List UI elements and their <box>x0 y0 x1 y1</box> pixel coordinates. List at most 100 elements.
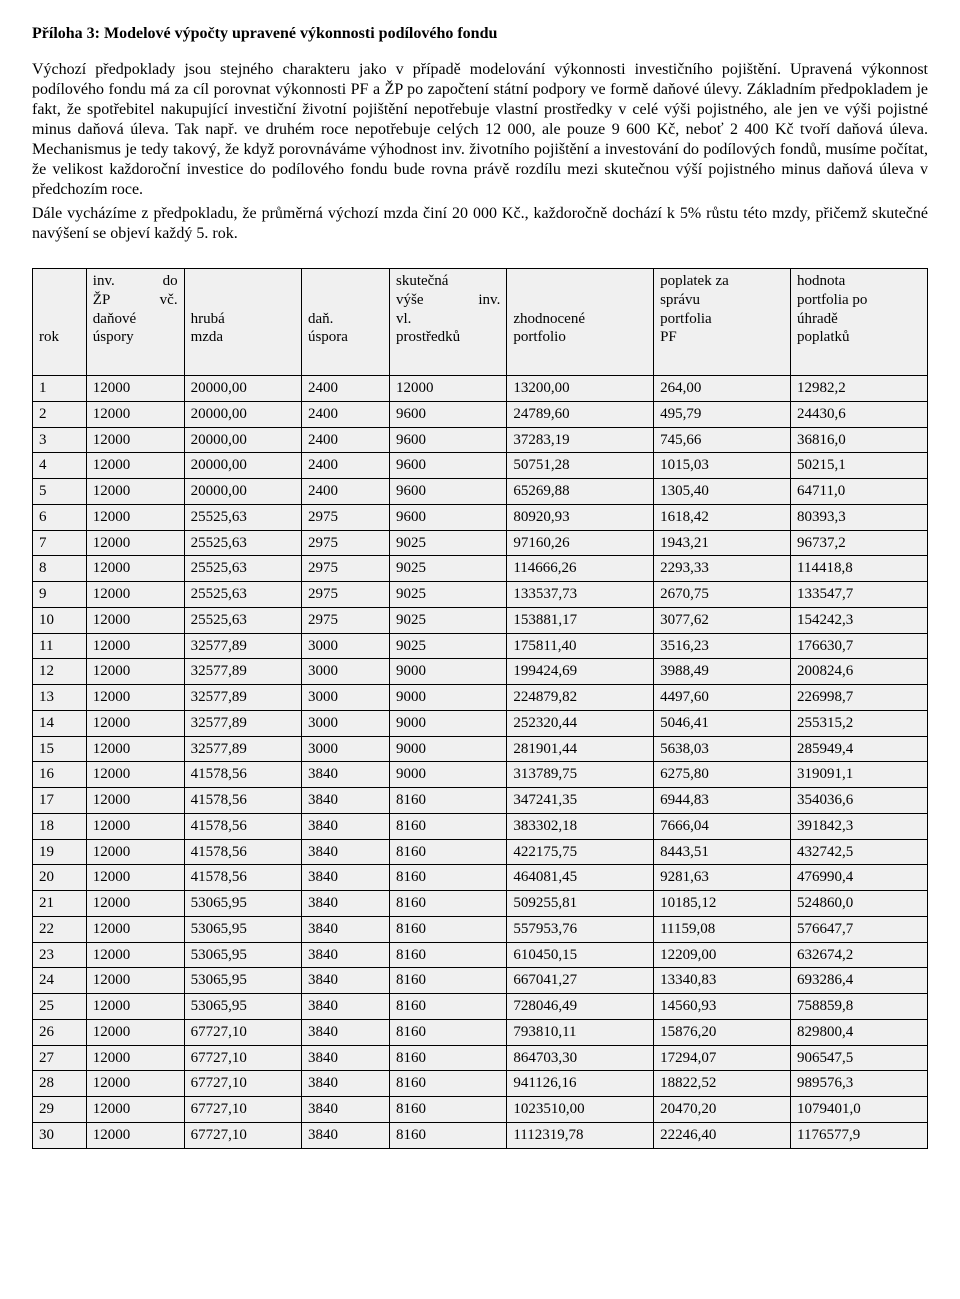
cell-mzda: 41578,56 <box>184 762 301 788</box>
cell-inv: 12000 <box>86 1122 184 1148</box>
cell-rok: 27 <box>33 1045 87 1071</box>
cell-rok: 23 <box>33 942 87 968</box>
cell-mzda: 25525,63 <box>184 556 301 582</box>
hdr-inv-2b: vč. <box>160 291 178 310</box>
cell-mzda: 67727,10 <box>184 1122 301 1148</box>
cell-rok: 29 <box>33 1097 87 1123</box>
cell-popl: 14560,93 <box>654 994 791 1020</box>
cell-rok: 1 <box>33 376 87 402</box>
hdr-hod-1: hodnota <box>797 272 921 291</box>
cell-mzda: 20000,00 <box>184 376 301 402</box>
cell-rok: 12 <box>33 659 87 685</box>
cell-uspora: 3840 <box>301 1019 389 1045</box>
cell-skut: 8160 <box>389 916 506 942</box>
cell-zhod: 114666,26 <box>507 556 654 582</box>
cell-skut: 8160 <box>389 1071 506 1097</box>
cell-hod: 354036,6 <box>791 788 928 814</box>
cell-popl: 1618,42 <box>654 504 791 530</box>
cell-skut: 9600 <box>389 401 506 427</box>
table-row: 131200032577,8930009000224879,824497,602… <box>33 685 928 711</box>
col-zhod: zhodnocené portfolio <box>507 269 654 376</box>
hdr-mzda-2: mzda <box>191 328 295 347</box>
table-row: 111200032577,8930009025175811,403516,231… <box>33 633 928 659</box>
cell-inv: 12000 <box>86 427 184 453</box>
cell-rok: 2 <box>33 401 87 427</box>
cell-popl: 1305,40 <box>654 479 791 505</box>
cell-skut: 9025 <box>389 633 506 659</box>
hdr-inv-2a: ŽP <box>93 291 111 310</box>
cell-uspora: 2400 <box>301 479 389 505</box>
cell-mzda: 20000,00 <box>184 427 301 453</box>
cell-mzda: 32577,89 <box>184 736 301 762</box>
cell-rok: 25 <box>33 994 87 1020</box>
cell-popl: 5046,41 <box>654 710 791 736</box>
cell-mzda: 25525,63 <box>184 530 301 556</box>
cell-inv: 12000 <box>86 376 184 402</box>
cell-skut: 9025 <box>389 556 506 582</box>
cell-skut: 9000 <box>389 736 506 762</box>
cell-mzda: 25525,63 <box>184 582 301 608</box>
cell-zhod: 97160,26 <box>507 530 654 556</box>
cell-mzda: 41578,56 <box>184 788 301 814</box>
cell-hod: 524860,0 <box>791 891 928 917</box>
cell-hod: 319091,1 <box>791 762 928 788</box>
cell-rok: 22 <box>33 916 87 942</box>
cell-popl: 2293,33 <box>654 556 791 582</box>
cell-mzda: 53065,95 <box>184 968 301 994</box>
table-row: 171200041578,5638408160347241,356944,833… <box>33 788 928 814</box>
cell-zhod: 65269,88 <box>507 479 654 505</box>
cell-zhod: 313789,75 <box>507 762 654 788</box>
cell-uspora: 3840 <box>301 788 389 814</box>
hdr-mzda-1: hrubá <box>191 310 295 329</box>
cell-popl: 6944,83 <box>654 788 791 814</box>
cell-skut: 8160 <box>389 968 506 994</box>
cell-mzda: 25525,63 <box>184 504 301 530</box>
cell-hod: 432742,5 <box>791 839 928 865</box>
table-row: 121200032577,8930009000199424,693988,492… <box>33 659 928 685</box>
hdr-skut-3: vl. <box>396 310 500 329</box>
cell-mzda: 53065,95 <box>184 891 301 917</box>
cell-zhod: 1112319,78 <box>507 1122 654 1148</box>
cell-rok: 20 <box>33 865 87 891</box>
cell-skut: 9000 <box>389 762 506 788</box>
cell-skut: 8160 <box>389 788 506 814</box>
cell-zhod: 153881,17 <box>507 607 654 633</box>
cell-zhod: 37283,19 <box>507 427 654 453</box>
cell-zhod: 728046,49 <box>507 994 654 1020</box>
col-uspora: daň. úspora <box>301 269 389 376</box>
cell-popl: 10185,12 <box>654 891 791 917</box>
cell-uspora: 2975 <box>301 504 389 530</box>
cell-uspora: 2975 <box>301 530 389 556</box>
table-row: 101200025525,6329759025153881,173077,621… <box>33 607 928 633</box>
paragraph-1: Výchozí předpoklady jsou stejného charak… <box>32 60 928 200</box>
cell-zhod: 509255,81 <box>507 891 654 917</box>
cell-uspora: 3000 <box>301 736 389 762</box>
table-row: 201200041578,5638408160464081,459281,634… <box>33 865 928 891</box>
cell-uspora: 3840 <box>301 891 389 917</box>
cell-inv: 12000 <box>86 582 184 608</box>
table-row: 31200020000,002400960037283,19745,663681… <box>33 427 928 453</box>
cell-zhod: 224879,82 <box>507 685 654 711</box>
table-row: 81200025525,6329759025114666,262293,3311… <box>33 556 928 582</box>
cell-skut: 9000 <box>389 685 506 711</box>
hdr-inv-1a: inv. <box>93 272 115 291</box>
cell-rok: 24 <box>33 968 87 994</box>
cell-hod: 906547,5 <box>791 1045 928 1071</box>
cell-inv: 12000 <box>86 994 184 1020</box>
cell-inv: 12000 <box>86 916 184 942</box>
hdr-uspora-2: úspora <box>308 328 383 347</box>
cell-rok: 5 <box>33 479 87 505</box>
hdr-skut-2a: výše <box>396 291 424 310</box>
table-row: 181200041578,5638408160383302,187666,043… <box>33 813 928 839</box>
cell-hod: 576647,7 <box>791 916 928 942</box>
table-row: 221200053065,9538408160557953,7611159,08… <box>33 916 928 942</box>
cell-popl: 6275,80 <box>654 762 791 788</box>
cell-mzda: 32577,89 <box>184 633 301 659</box>
col-skut: skutečná výšeinv. vl. prostředků <box>389 269 506 376</box>
cell-uspora: 3840 <box>301 1097 389 1123</box>
table-row: 281200067727,1038408160941126,1618822,52… <box>33 1071 928 1097</box>
cell-mzda: 25525,63 <box>184 607 301 633</box>
col-hod: hodnota portfolia po úhradě poplatků <box>791 269 928 376</box>
cell-hod: 50215,1 <box>791 453 928 479</box>
table-row: 161200041578,5638409000313789,756275,803… <box>33 762 928 788</box>
